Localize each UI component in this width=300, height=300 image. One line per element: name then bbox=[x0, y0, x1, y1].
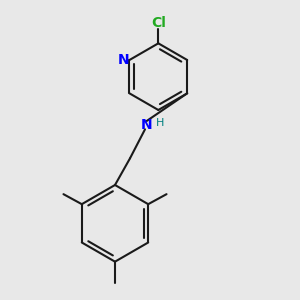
Text: Cl: Cl bbox=[151, 16, 166, 30]
Text: N: N bbox=[118, 53, 129, 67]
Text: N: N bbox=[141, 118, 152, 132]
Text: H: H bbox=[156, 118, 164, 128]
